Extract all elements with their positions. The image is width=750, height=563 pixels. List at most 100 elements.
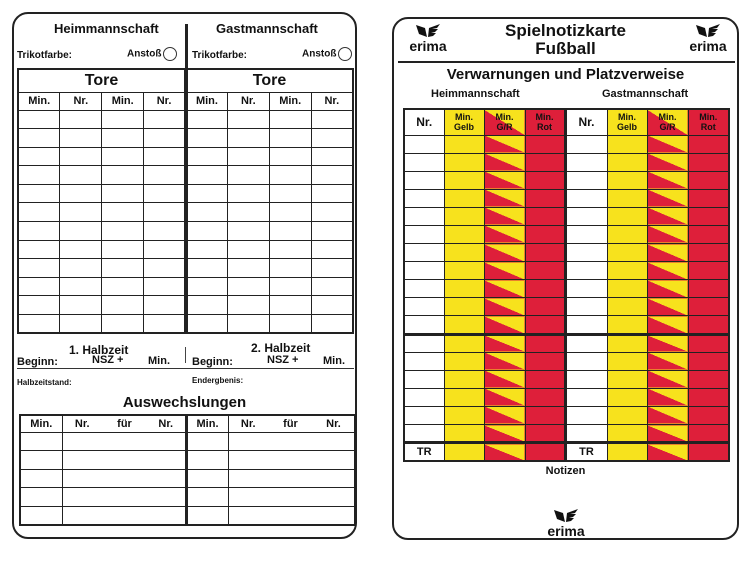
goal-number-cell[interactable] bbox=[59, 202, 103, 223]
goal-number-cell[interactable] bbox=[226, 165, 270, 185]
red-minute-cell[interactable] bbox=[687, 170, 730, 190]
second-yellow-minute-cell[interactable] bbox=[646, 441, 689, 462]
goal-number-cell[interactable] bbox=[226, 221, 270, 241]
second-yellow-minute-cell[interactable] bbox=[483, 279, 526, 299]
player-number-cell[interactable] bbox=[564, 332, 608, 353]
goal-number-cell[interactable] bbox=[310, 295, 354, 316]
second-yellow-minute-cell[interactable] bbox=[483, 332, 526, 353]
goal-number-cell[interactable] bbox=[226, 109, 270, 130]
red-minute-cell[interactable] bbox=[687, 315, 730, 335]
red-minute-cell[interactable] bbox=[687, 224, 730, 245]
second-yellow-minute-cell[interactable] bbox=[646, 224, 689, 245]
red-minute-cell[interactable] bbox=[687, 369, 730, 389]
sub-minute-cell[interactable] bbox=[185, 505, 229, 525]
player-number-cell[interactable] bbox=[403, 152, 445, 172]
red-minute-cell[interactable] bbox=[524, 351, 567, 371]
player-number-cell[interactable] bbox=[403, 188, 445, 208]
yellow-minute-cell[interactable] bbox=[443, 405, 485, 426]
goal-minute-cell[interactable] bbox=[268, 314, 312, 334]
sub-players-cell[interactable] bbox=[61, 450, 188, 470]
yellow-minute-cell[interactable] bbox=[606, 170, 648, 190]
player-number-cell[interactable] bbox=[403, 369, 445, 389]
yellow-minute-cell[interactable] bbox=[606, 188, 648, 208]
goal-number-cell[interactable] bbox=[143, 183, 187, 204]
goal-minute-cell[interactable] bbox=[185, 109, 228, 130]
goal-number-cell[interactable] bbox=[310, 239, 354, 260]
goal-number-cell[interactable] bbox=[226, 295, 270, 316]
sub-minute-cell[interactable] bbox=[19, 468, 63, 488]
red-minute-cell[interactable] bbox=[687, 332, 730, 353]
yellow-minute-cell[interactable] bbox=[606, 387, 648, 407]
second-yellow-minute-cell[interactable] bbox=[646, 206, 689, 226]
red-minute-cell[interactable] bbox=[687, 134, 730, 154]
goal-number-cell[interactable] bbox=[226, 183, 270, 204]
goal-minute-cell[interactable] bbox=[185, 295, 228, 316]
player-number-cell[interactable] bbox=[403, 405, 445, 426]
red-minute-cell[interactable] bbox=[687, 243, 730, 263]
goal-minute-cell[interactable] bbox=[268, 221, 312, 241]
goal-number-cell[interactable] bbox=[59, 183, 103, 204]
goal-minute-cell[interactable] bbox=[17, 276, 61, 297]
goal-number-cell[interactable] bbox=[226, 258, 270, 278]
yellow-minute-cell[interactable] bbox=[443, 369, 485, 389]
goal-minute-cell[interactable] bbox=[185, 128, 228, 148]
player-number-cell[interactable] bbox=[564, 170, 608, 190]
goal-minute-cell[interactable] bbox=[101, 202, 145, 223]
goal-number-cell[interactable] bbox=[59, 258, 103, 278]
goal-minute-cell[interactable] bbox=[268, 109, 312, 130]
second-yellow-minute-cell[interactable] bbox=[646, 332, 689, 353]
red-minute-cell[interactable] bbox=[687, 351, 730, 371]
sub-players-cell[interactable] bbox=[227, 505, 356, 525]
goal-number-cell[interactable] bbox=[59, 276, 103, 297]
yellow-minute-cell[interactable] bbox=[443, 261, 485, 281]
player-number-cell[interactable] bbox=[403, 297, 445, 317]
yellow-minute-cell[interactable] bbox=[443, 332, 485, 353]
goal-minute-cell[interactable] bbox=[101, 276, 145, 297]
goal-number-cell[interactable] bbox=[310, 165, 354, 185]
goal-minute-cell[interactable] bbox=[17, 295, 61, 316]
second-yellow-minute-cell[interactable] bbox=[646, 170, 689, 190]
goal-minute-cell[interactable] bbox=[101, 221, 145, 241]
goal-number-cell[interactable] bbox=[143, 146, 187, 167]
second-yellow-minute-cell[interactable] bbox=[646, 369, 689, 389]
goal-number-cell[interactable] bbox=[59, 128, 103, 148]
yellow-minute-cell[interactable] bbox=[606, 441, 648, 462]
red-minute-cell[interactable] bbox=[524, 332, 567, 353]
yellow-minute-cell[interactable] bbox=[606, 261, 648, 281]
player-number-cell[interactable] bbox=[403, 243, 445, 263]
yellow-minute-cell[interactable] bbox=[606, 134, 648, 154]
second-yellow-minute-cell[interactable] bbox=[646, 297, 689, 317]
yellow-minute-cell[interactable] bbox=[443, 224, 485, 245]
second-yellow-minute-cell[interactable] bbox=[483, 441, 526, 462]
sub-players-cell[interactable] bbox=[61, 487, 188, 507]
goal-minute-cell[interactable] bbox=[185, 258, 228, 278]
player-number-cell[interactable] bbox=[403, 351, 445, 371]
goal-minute-cell[interactable] bbox=[185, 314, 228, 334]
second-yellow-minute-cell[interactable] bbox=[483, 188, 526, 208]
red-minute-cell[interactable] bbox=[687, 387, 730, 407]
second-yellow-minute-cell[interactable] bbox=[483, 134, 526, 154]
home-kickoff[interactable]: Anstoß bbox=[127, 47, 178, 61]
yellow-minute-cell[interactable] bbox=[606, 332, 648, 353]
player-number-cell[interactable] bbox=[403, 332, 445, 353]
second-yellow-minute-cell[interactable] bbox=[483, 243, 526, 263]
yellow-minute-cell[interactable] bbox=[443, 297, 485, 317]
player-number-cell[interactable] bbox=[564, 224, 608, 245]
sub-players-cell[interactable] bbox=[227, 431, 356, 451]
goal-minute-cell[interactable] bbox=[101, 183, 145, 204]
sub-minute-cell[interactable] bbox=[19, 431, 63, 451]
goal-minute-cell[interactable] bbox=[268, 202, 312, 223]
away-kickoff[interactable]: Anstoß bbox=[302, 47, 353, 61]
goal-number-cell[interactable] bbox=[143, 202, 187, 223]
second-yellow-minute-cell[interactable] bbox=[646, 152, 689, 172]
player-number-cell[interactable] bbox=[564, 351, 608, 371]
sub-minute-cell[interactable] bbox=[19, 487, 63, 507]
second-yellow-minute-cell[interactable] bbox=[483, 261, 526, 281]
sub-players-cell[interactable] bbox=[227, 450, 356, 470]
goal-number-cell[interactable] bbox=[310, 202, 354, 223]
yellow-minute-cell[interactable] bbox=[443, 170, 485, 190]
goal-number-cell[interactable] bbox=[59, 146, 103, 167]
player-number-cell[interactable] bbox=[403, 170, 445, 190]
goal-minute-cell[interactable] bbox=[268, 258, 312, 278]
red-minute-cell[interactable] bbox=[524, 243, 567, 263]
